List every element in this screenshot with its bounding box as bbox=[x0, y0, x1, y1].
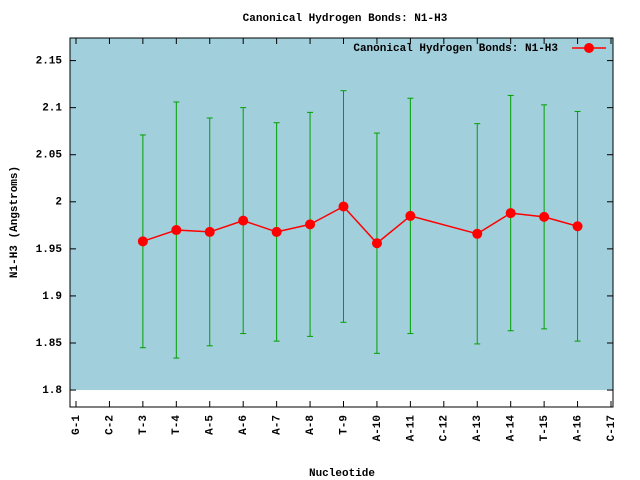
x-tick-label: T-3 bbox=[138, 415, 150, 435]
x-tick-label: C-12 bbox=[439, 415, 451, 441]
marker bbox=[371, 238, 382, 249]
x-tick-label: A-5 bbox=[205, 415, 217, 435]
x-tick-label: A-13 bbox=[472, 415, 484, 442]
plot-frame bbox=[69, 37, 614, 408]
y-tick-label: 1.8 bbox=[42, 385, 62, 397]
line-segment bbox=[376, 215, 411, 244]
y-tick-label: 2 bbox=[55, 197, 62, 209]
line-segment bbox=[142, 229, 177, 243]
x-tick-label: G-1 bbox=[71, 415, 83, 435]
line-segment bbox=[476, 212, 512, 235]
y-tick-label: 1.95 bbox=[36, 244, 63, 256]
x-axis-label: Nucleotide bbox=[309, 468, 375, 480]
line-segment bbox=[209, 219, 244, 233]
line-segment bbox=[242, 219, 277, 233]
x-tick-label: T-4 bbox=[171, 415, 183, 435]
marker bbox=[238, 215, 249, 226]
x-tick-label: A-10 bbox=[372, 415, 384, 441]
marker bbox=[338, 201, 349, 212]
marker bbox=[171, 225, 182, 236]
x-tick-label: A-11 bbox=[405, 415, 417, 442]
line-segment bbox=[342, 205, 378, 244]
x-tick-label: A-6 bbox=[238, 415, 250, 435]
line-segment bbox=[176, 229, 210, 233]
x-tick-label: C-2 bbox=[104, 415, 116, 435]
line-segment bbox=[510, 212, 545, 218]
line-segment bbox=[543, 216, 578, 227]
y-axis-label: N1-H3 (Angstroms) bbox=[9, 166, 21, 278]
marker bbox=[572, 221, 583, 232]
x-tick-label: A-7 bbox=[272, 415, 284, 435]
y-tick-label: 2.1 bbox=[42, 103, 62, 115]
x-tick-label: T-15 bbox=[539, 415, 551, 442]
y-tick-label: 2.05 bbox=[36, 150, 63, 162]
marker bbox=[405, 210, 416, 221]
line-segment bbox=[276, 223, 311, 233]
y-tick-label: 1.85 bbox=[36, 338, 63, 350]
chart-title: Canonical Hydrogen Bonds: N1-H3 bbox=[243, 13, 448, 25]
marker bbox=[305, 219, 316, 230]
y-tick-label: 2.15 bbox=[36, 55, 63, 67]
x-tick-label: A-16 bbox=[572, 415, 584, 441]
x-tick-label: A-8 bbox=[305, 415, 317, 435]
marker bbox=[271, 226, 282, 237]
marker bbox=[472, 228, 483, 239]
marker bbox=[505, 208, 516, 219]
line-segment bbox=[410, 215, 478, 235]
marker bbox=[539, 211, 550, 222]
x-tick-label: A-14 bbox=[506, 415, 518, 442]
y-tick-label: 1.9 bbox=[42, 291, 62, 303]
legend-label: Canonical Hydrogen Bonds: N1-H3 bbox=[353, 43, 558, 55]
x-tick-label: C-17 bbox=[606, 415, 618, 441]
legend-marker bbox=[584, 43, 594, 53]
marker bbox=[204, 226, 215, 237]
x-tick-label: T-9 bbox=[338, 415, 350, 435]
marker bbox=[137, 236, 148, 247]
line-segment bbox=[309, 205, 344, 226]
